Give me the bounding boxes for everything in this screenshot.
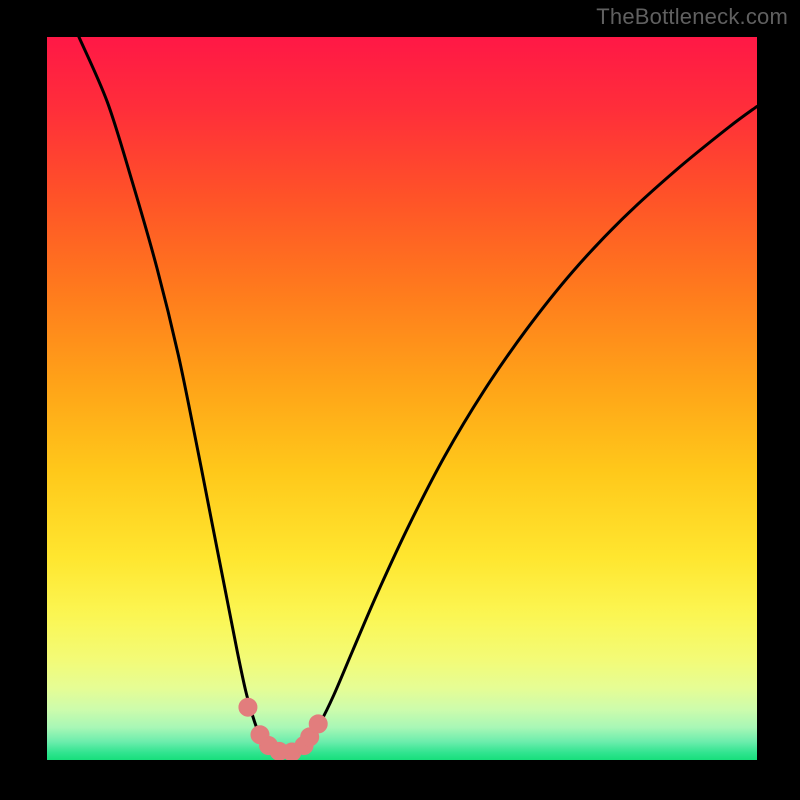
plot-area [47, 37, 757, 760]
chart-frame: TheBottleneck.com [0, 0, 800, 800]
curve-layer [47, 37, 757, 760]
bottleneck-curve [79, 37, 757, 753]
curve-marker [309, 715, 327, 733]
curve-markers [239, 698, 327, 760]
curve-marker [239, 698, 257, 716]
watermark-text: TheBottleneck.com [596, 4, 788, 30]
